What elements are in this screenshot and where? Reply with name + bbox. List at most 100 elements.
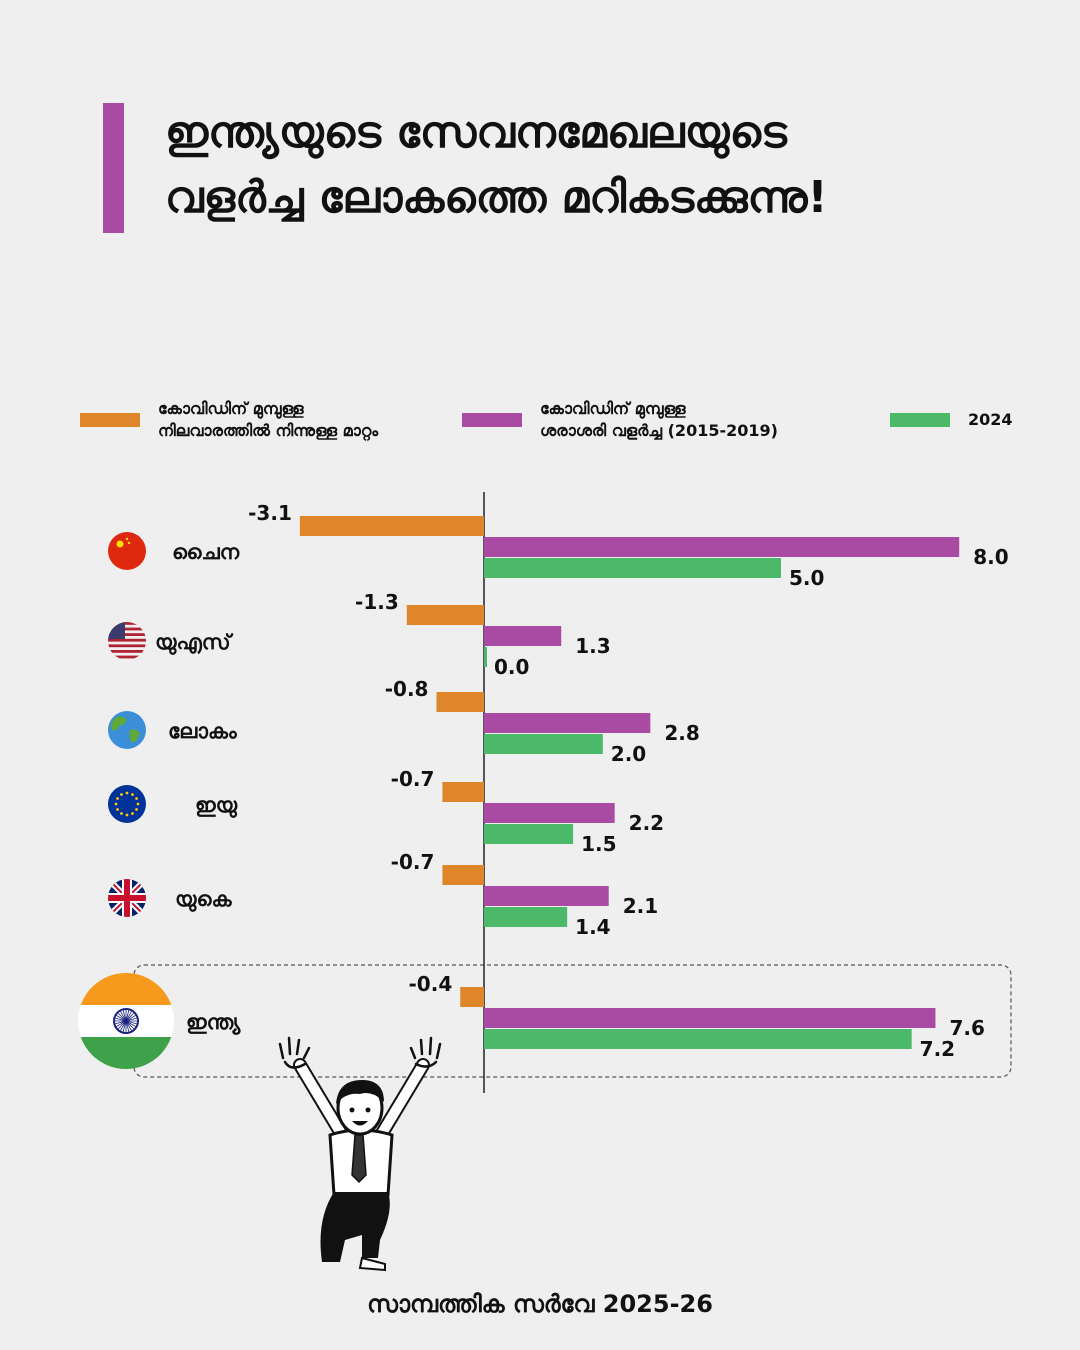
page-title: ഇന്ത്യയുടെ സേവനമേഖലയുടെ വളർച്ച ലോകത്തെ മ… bbox=[165, 100, 1045, 230]
person-right-arm-fill bbox=[373, 1060, 428, 1145]
bar-2024-4 bbox=[484, 907, 568, 927]
person-mouth bbox=[352, 1121, 368, 1126]
bar-avg-growth-0 bbox=[484, 537, 960, 557]
bar-2024-2 bbox=[484, 734, 603, 754]
category-label-3: ഇയു bbox=[195, 793, 238, 818]
china-flag-disc bbox=[108, 532, 146, 570]
india-flag-chakra-spoke bbox=[114, 1017, 138, 1025]
bar-avg-growth-3 bbox=[484, 803, 615, 823]
legend-label-avg-growth: കോവിഡിന് മുമ്പുള്ള ശരാശരി വളർച്ച (2015-2… bbox=[540, 399, 778, 440]
person-trousers bbox=[320, 1192, 390, 1262]
person-eye bbox=[349, 1107, 355, 1113]
value-label-change-5: -0.4 bbox=[409, 972, 453, 996]
category-label-4: യുകെ bbox=[175, 887, 232, 912]
source-footer: സാമ്പത്തിക സർവേ 2025-26 bbox=[367, 1290, 713, 1318]
legend-item-avg-growth: കോവിഡിന് മുമ്പുള്ള ശരാശരി വളർച്ച (2015-2… bbox=[462, 398, 778, 442]
legend-label-2024: 2024 bbox=[968, 410, 1013, 429]
us-flag-stripe bbox=[108, 638, 146, 642]
bar-change-0 bbox=[299, 516, 484, 536]
china-flag-small-star bbox=[127, 541, 131, 545]
value-label-change-1: -1.3 bbox=[355, 590, 399, 614]
person-hair bbox=[336, 1080, 384, 1104]
person-shoe bbox=[358, 1256, 386, 1272]
eu-flag-star bbox=[116, 797, 119, 800]
bar-avg-growth-4 bbox=[484, 886, 609, 906]
eu-flag-star bbox=[116, 808, 119, 811]
eu-flag-star bbox=[120, 812, 123, 815]
legend-swatch-orange bbox=[80, 413, 140, 427]
eu-flag-star bbox=[125, 791, 129, 795]
eu-flag-star bbox=[125, 813, 129, 817]
legend-swatch-green bbox=[890, 413, 950, 427]
china-flag-icon bbox=[108, 532, 146, 570]
bar-avg-growth-5 bbox=[484, 1008, 936, 1028]
value-label-change-2: -0.8 bbox=[385, 677, 429, 701]
eu-flag-disc bbox=[108, 785, 146, 823]
legend-item-change: കോവിഡിന് മുമ്പുള്ള നിലവാരത്തിൽ നിന്നുള്ള… bbox=[80, 398, 378, 442]
bar-change-2 bbox=[436, 692, 484, 712]
category-label-2: ലോകം bbox=[168, 719, 238, 743]
eu-flag-star bbox=[120, 793, 123, 796]
globe-icon bbox=[108, 711, 146, 749]
eu-flag-star bbox=[131, 793, 134, 796]
title-line-1: ഇന്ത്യയുടെ സേവനമേഖലയുടെ bbox=[165, 107, 787, 158]
value-label-change-4: -0.7 bbox=[391, 850, 435, 874]
category-label-5: ഇന്ത്യ bbox=[186, 1010, 241, 1035]
value-label-avg-growth-3: 2.2 bbox=[629, 811, 664, 835]
legend-item-2024: 2024 bbox=[890, 409, 1013, 431]
value-label-avg-growth-4: 2.1 bbox=[623, 894, 658, 918]
bar-2024-1 bbox=[484, 647, 487, 667]
india-flag-icon bbox=[78, 973, 174, 1069]
value-label-2024-2: 2.0 bbox=[611, 742, 646, 766]
eu-flag-star bbox=[135, 797, 138, 800]
bar-2024-0 bbox=[484, 558, 781, 578]
bar-avg-growth-2 bbox=[484, 713, 651, 733]
title-accent-bar bbox=[103, 103, 124, 233]
us-flag-stripe bbox=[108, 650, 146, 653]
person-left-hand bbox=[278, 1036, 311, 1069]
us-flag-canton bbox=[108, 622, 125, 639]
bar-change-3 bbox=[442, 782, 484, 802]
us-flag-stripe bbox=[108, 655, 146, 659]
us-flag-stripe bbox=[108, 627, 146, 631]
eu-flag-star bbox=[114, 802, 118, 806]
bar-change-4 bbox=[442, 865, 484, 885]
eu-flag-star bbox=[131, 812, 134, 815]
globe-land bbox=[129, 729, 140, 743]
value-label-avg-growth-0: 8.0 bbox=[973, 545, 1008, 569]
value-label-avg-growth-2: 2.8 bbox=[664, 721, 699, 745]
us-flag-stripe bbox=[108, 622, 146, 625]
category-label-1: യുഎസ് bbox=[155, 630, 234, 655]
eu-flag-star bbox=[136, 802, 140, 806]
category-label-0: ചൈന bbox=[172, 540, 240, 564]
legend-label-change: കോവിഡിന് മുമ്പുള്ള നിലവാരത്തിൽ നിന്നുള്ള… bbox=[158, 399, 379, 440]
person-left-arm-fill bbox=[295, 1060, 350, 1145]
value-label-2024-3: 1.5 bbox=[581, 832, 616, 856]
value-label-change-0: -3.1 bbox=[248, 501, 292, 525]
us-flag-stripe bbox=[108, 633, 146, 636]
globe-land bbox=[111, 716, 127, 731]
value-label-change-3: -0.7 bbox=[391, 767, 435, 791]
eu-flag-star bbox=[135, 808, 138, 811]
uk-flag-icon bbox=[108, 879, 146, 917]
china-flag-star bbox=[116, 540, 124, 548]
bar-change-1 bbox=[406, 605, 484, 625]
legend-swatch-purple bbox=[462, 413, 522, 427]
value-label-2024-5: 7.2 bbox=[920, 1037, 955, 1061]
us-flag-icon bbox=[108, 622, 146, 659]
bar-avg-growth-1 bbox=[484, 626, 562, 646]
cheering-person-illustration bbox=[278, 1036, 442, 1272]
person-tie bbox=[351, 1134, 367, 1184]
value-label-avg-growth-5: 7.6 bbox=[949, 1016, 984, 1040]
person-eye bbox=[365, 1107, 371, 1113]
value-label-2024-1: 0.0 bbox=[494, 655, 529, 679]
bar-2024-3 bbox=[484, 824, 574, 844]
title-line-2: വളർച്ച ലോകത്തെ മറികടക്കുന്നു! bbox=[165, 172, 828, 223]
india-flag-green bbox=[78, 1037, 174, 1069]
eu-flag-icon bbox=[108, 785, 146, 823]
india-flag-saffron bbox=[78, 973, 174, 1005]
value-label-2024-0: 5.0 bbox=[789, 566, 824, 590]
person-right-hand bbox=[409, 1036, 442, 1068]
bar-change-5 bbox=[460, 987, 484, 1007]
